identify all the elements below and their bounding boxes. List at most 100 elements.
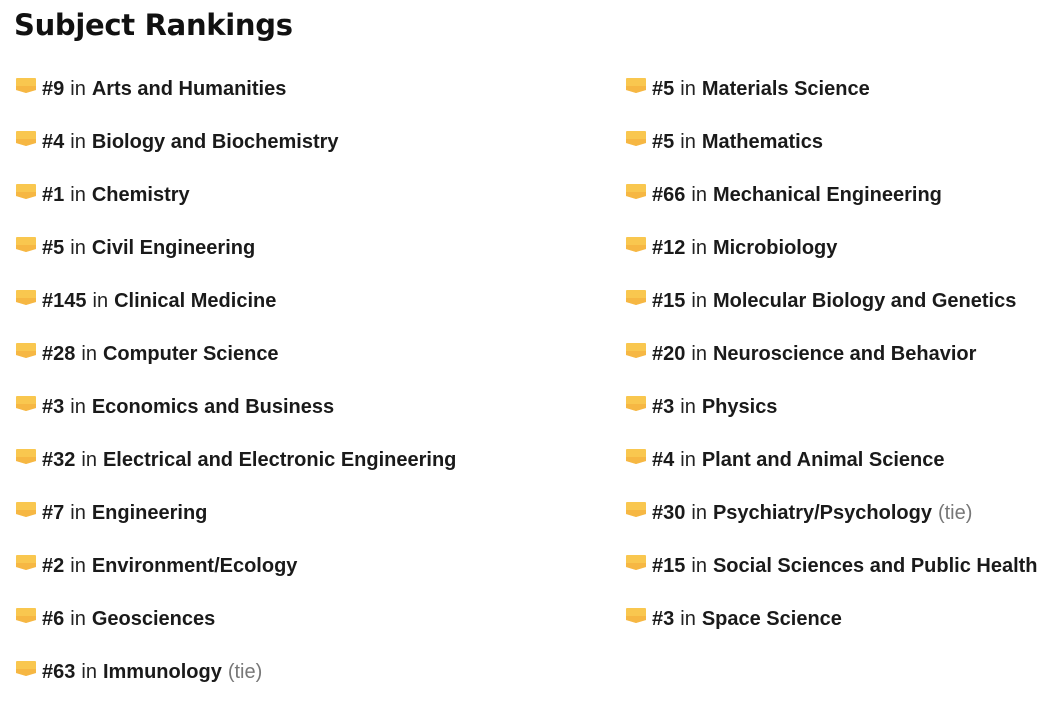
ranking-connector: in bbox=[680, 78, 696, 100]
ranking-subject: Microbiology bbox=[712, 237, 838, 259]
ribbon-badge-icon bbox=[625, 547, 649, 583]
rankings-left-column: #9 in Arts and Humanities #4 in Biology and B… bbox=[15, 70, 456, 706]
ranking-item: #63 in Immunology (tie) bbox=[15, 653, 456, 706]
ranking-connector: in bbox=[691, 290, 707, 312]
ranking-item: #32 in Electrical and Electronic Engineeri… bbox=[15, 441, 456, 494]
ribbon-badge-icon bbox=[15, 653, 39, 689]
ranking-subject: Materials Science bbox=[701, 78, 870, 100]
ribbon-badge-icon bbox=[15, 388, 39, 424]
ranking-subject: Environment/Ecology bbox=[91, 555, 298, 577]
ranking-number: #15 bbox=[652, 290, 686, 312]
ranking-connector: in bbox=[680, 131, 696, 153]
ribbon-badge-icon bbox=[625, 282, 649, 318]
ranking-number: #3 bbox=[652, 608, 675, 630]
ribbon-badge-icon bbox=[625, 70, 649, 106]
ribbon-badge-icon bbox=[625, 388, 649, 424]
ranking-item: #3 in Space Science bbox=[625, 600, 1038, 653]
ranking-number: #3 bbox=[42, 396, 65, 418]
ribbon-badge-icon bbox=[15, 176, 39, 212]
ribbon-badge-icon bbox=[625, 229, 649, 265]
ranking-connector: in bbox=[70, 555, 86, 577]
ranking-subject: Arts and Humanities bbox=[91, 78, 287, 100]
ranking-number: #4 bbox=[42, 131, 65, 153]
ribbon-badge-icon bbox=[625, 441, 649, 477]
ranking-subject: Plant and Animal Science bbox=[701, 449, 945, 471]
ribbon-badge-icon bbox=[625, 335, 649, 371]
ranking-item: #145 in Clinical Medicine bbox=[15, 282, 456, 335]
ranking-item: #7 in Engineering bbox=[15, 494, 456, 547]
ranking-subject: Chemistry bbox=[91, 184, 190, 206]
ribbon-badge-icon bbox=[15, 600, 39, 636]
ranking-item: #30 in Psychiatry/Psychology (tie) bbox=[625, 494, 1038, 547]
ranking-item: #15 in Molecular Biology and Genetics bbox=[625, 282, 1038, 335]
ranking-subject: Biology and Biochemistry bbox=[91, 131, 339, 153]
ranking-connector: in bbox=[680, 396, 696, 418]
ranking-connector: in bbox=[691, 237, 707, 259]
ranking-connector: in bbox=[70, 78, 86, 100]
ranking-connector: in bbox=[691, 184, 707, 206]
ranking-connector: in bbox=[81, 661, 97, 683]
ranking-number: #20 bbox=[652, 343, 686, 365]
ranking-number: #7 bbox=[42, 502, 65, 524]
ranking-item: #1 in Chemistry bbox=[15, 176, 456, 229]
ranking-number: #5 bbox=[42, 237, 65, 259]
ranking-subject: Mathematics bbox=[701, 131, 823, 153]
ranking-subject: Neuroscience and Behavior bbox=[712, 343, 977, 365]
ranking-connector: in bbox=[680, 449, 696, 471]
ranking-number: #12 bbox=[652, 237, 686, 259]
ranking-item: #5 in Civil Engineering bbox=[15, 229, 456, 282]
ribbon-badge-icon bbox=[15, 282, 39, 318]
ranking-number: #28 bbox=[42, 343, 76, 365]
ranking-number: #2 bbox=[42, 555, 65, 577]
ranking-number: #5 bbox=[652, 78, 675, 100]
ranking-subject: Computer Science bbox=[102, 343, 279, 365]
ranking-number: #9 bbox=[42, 78, 65, 100]
ranking-number: #63 bbox=[42, 661, 76, 683]
ribbon-badge-icon bbox=[15, 123, 39, 159]
tie-note: (tie) bbox=[937, 502, 973, 524]
ranking-connector: in bbox=[70, 396, 86, 418]
ribbon-badge-icon bbox=[15, 494, 39, 530]
ranking-subject: Space Science bbox=[701, 608, 842, 630]
ranking-item: #5 in Materials Science bbox=[625, 70, 1038, 123]
ranking-number: #15 bbox=[652, 555, 686, 577]
ranking-subject: Engineering bbox=[91, 502, 208, 524]
ranking-number: #66 bbox=[652, 184, 686, 206]
ribbon-badge-icon bbox=[15, 441, 39, 477]
ranking-subject: Immunology bbox=[102, 661, 222, 683]
ribbon-badge-icon bbox=[625, 176, 649, 212]
ranking-number: #3 bbox=[652, 396, 675, 418]
ranking-subject: Mechanical Engineering bbox=[712, 184, 942, 206]
ranking-number: #5 bbox=[652, 131, 675, 153]
rankings-right-column: #5 in Materials Science #5 in Mathematics #66 i… bbox=[625, 70, 1038, 653]
ranking-connector: in bbox=[70, 237, 86, 259]
ribbon-badge-icon bbox=[625, 123, 649, 159]
ranking-connector: in bbox=[691, 502, 707, 524]
ranking-item: #20 in Neuroscience and Behavior bbox=[625, 335, 1038, 388]
ranking-connector: in bbox=[70, 608, 86, 630]
ranking-number: #30 bbox=[652, 502, 686, 524]
ranking-subject: Molecular Biology and Genetics bbox=[712, 290, 1017, 312]
ranking-item: #5 in Mathematics bbox=[625, 123, 1038, 176]
ranking-connector: in bbox=[691, 555, 707, 577]
ranking-subject: Physics bbox=[701, 396, 778, 418]
ranking-subject: Civil Engineering bbox=[91, 237, 256, 259]
ranking-number: #1 bbox=[42, 184, 65, 206]
ranking-item: #3 in Economics and Business bbox=[15, 388, 456, 441]
ranking-subject: Clinical Medicine bbox=[114, 290, 277, 312]
ranking-item: #66 in Mechanical Engineering bbox=[625, 176, 1038, 229]
page-title: Subject Rankings bbox=[14, 8, 293, 42]
ribbon-badge-icon bbox=[15, 229, 39, 265]
ranking-item: #15 in Social Sciences and Public Health bbox=[625, 547, 1038, 600]
ranking-connector: in bbox=[691, 343, 707, 365]
ribbon-badge-icon bbox=[625, 494, 649, 530]
ranking-number: #4 bbox=[652, 449, 675, 471]
ranking-connector: in bbox=[81, 449, 97, 471]
ranking-item: #12 in Microbiology bbox=[625, 229, 1038, 282]
ranking-subject: Social Sciences and Public Health bbox=[712, 555, 1038, 577]
ranking-subject: Psychiatry/Psychology bbox=[712, 502, 932, 524]
ranking-item: #6 in Geosciences bbox=[15, 600, 456, 653]
ribbon-badge-icon bbox=[15, 335, 39, 371]
ranking-connector: in bbox=[70, 184, 86, 206]
ranking-connector: in bbox=[70, 502, 86, 524]
